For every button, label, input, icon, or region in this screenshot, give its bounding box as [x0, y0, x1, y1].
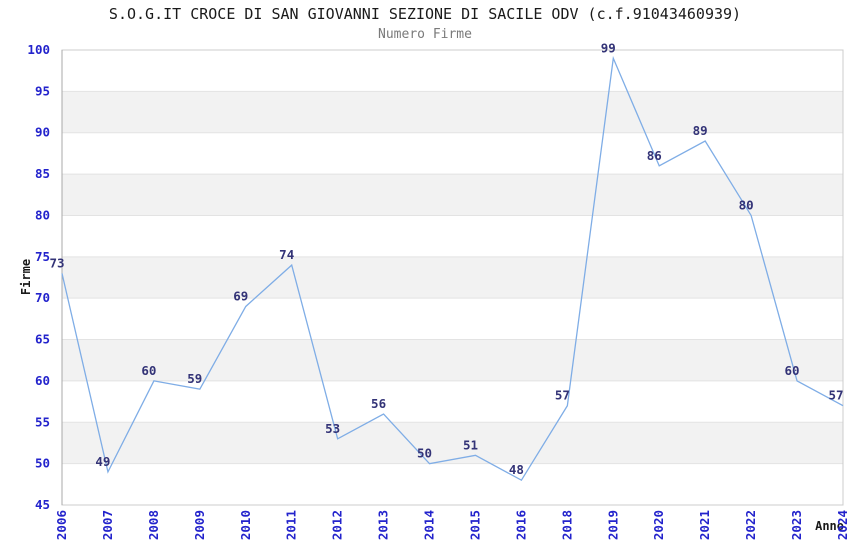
grid-band [62, 339, 843, 381]
point-label: 89 [693, 123, 708, 138]
point-label: 73 [49, 255, 64, 270]
x-tick-label: 2013 [376, 510, 391, 540]
x-tick-label: 2014 [422, 510, 437, 540]
y-tick-label: 90 [35, 125, 50, 140]
point-label: 60 [785, 363, 800, 378]
x-tick-label: 2006 [54, 510, 69, 540]
point-label: 53 [325, 421, 340, 436]
point-label: 60 [141, 363, 156, 378]
point-label: 57 [555, 388, 570, 403]
y-tick-label: 65 [35, 332, 50, 347]
x-tick-label: 2018 [559, 510, 574, 540]
x-tick-label: 2011 [284, 510, 299, 540]
y-tick-label: 55 [35, 414, 50, 429]
x-tick-label: 2016 [513, 510, 528, 540]
point-label: 59 [187, 371, 202, 386]
point-label: 56 [371, 396, 386, 411]
x-tick-label: 2009 [192, 510, 207, 540]
y-tick-label: 60 [35, 373, 50, 388]
point-label: 99 [601, 40, 616, 55]
x-tick-label: 2007 [100, 510, 115, 540]
x-axis-title: Anno [815, 519, 844, 533]
x-tick-label: 2020 [651, 510, 666, 540]
y-tick-label: 50 [35, 456, 50, 471]
point-label: 50 [417, 446, 432, 461]
point-label: 86 [647, 148, 662, 163]
y-tick-label: 45 [35, 497, 50, 512]
point-label: 51 [463, 437, 478, 452]
x-tick-label: 2010 [238, 510, 253, 540]
x-tick-label: 2024 [835, 510, 850, 540]
point-label: 80 [739, 197, 754, 212]
y-tick-label: 70 [35, 290, 50, 305]
point-label: 48 [509, 462, 524, 477]
point-label: 69 [233, 288, 248, 303]
y-tick-label: 80 [35, 207, 50, 222]
series-line [61, 55, 844, 482]
grid-band [62, 256, 843, 299]
y-tick-label: 100 [27, 42, 50, 57]
x-tick-label: 2012 [330, 510, 345, 540]
x-tick-label: 2023 [789, 510, 804, 540]
x-tick-label: 2022 [743, 510, 758, 540]
point-label: 74 [279, 247, 294, 262]
x-tick-label: 2008 [146, 510, 161, 540]
point-label: 49 [95, 454, 110, 469]
grid-band [62, 91, 843, 133]
grid-band [62, 422, 843, 464]
y-tick-label: 85 [35, 166, 50, 181]
chart-subtitle: Numero Firme [378, 27, 472, 42]
x-tick-label: 2015 [467, 510, 482, 540]
y-tick-label: 95 [35, 83, 50, 98]
chart-title: S.O.G.IT CROCE DI SAN GIOVANNI SEZIONE D… [108, 5, 742, 23]
grid-band [62, 174, 843, 216]
point-label: 57 [828, 388, 843, 403]
x-tick-label: 2021 [697, 510, 712, 540]
x-tick-label: 2019 [605, 510, 620, 540]
y-tick-label: 75 [35, 249, 50, 264]
